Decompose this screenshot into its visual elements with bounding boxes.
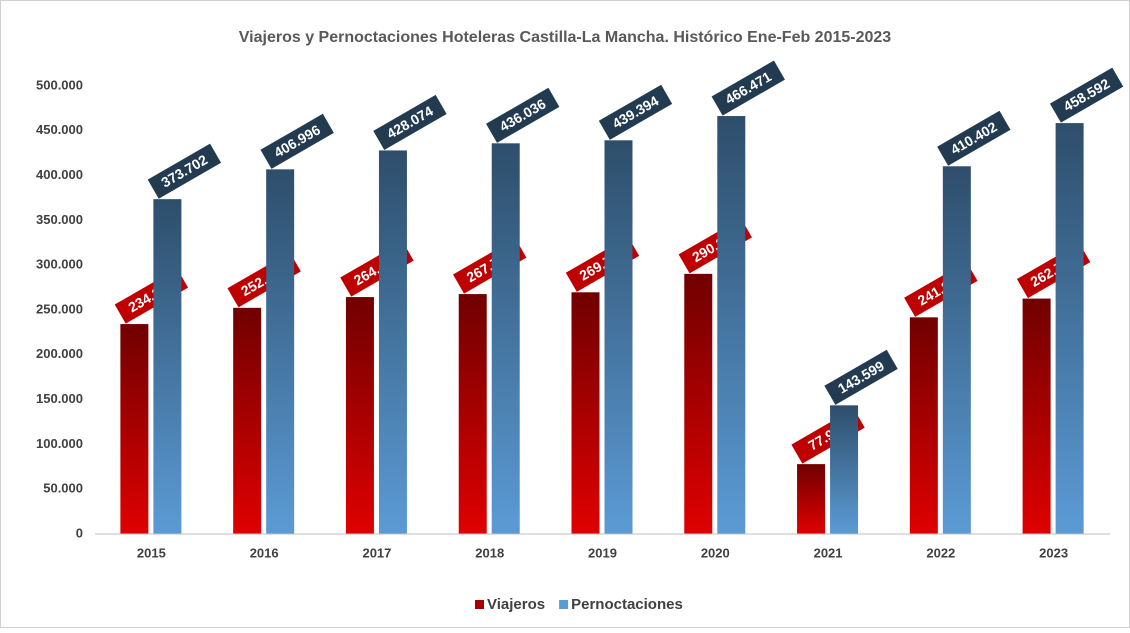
bar bbox=[378, 150, 407, 535]
bar bbox=[345, 297, 374, 534]
data-label-box bbox=[260, 113, 334, 169]
bar bbox=[491, 143, 520, 534]
chart-title: Viajeros y Pernoctaciones Hoteleras Cast… bbox=[239, 29, 892, 46]
bar bbox=[571, 292, 600, 534]
y-tick-label: 350.000 bbox=[36, 212, 83, 227]
bar bbox=[909, 317, 938, 534]
y-tick-label: 500.000 bbox=[36, 77, 83, 92]
legend-label: Viajeros bbox=[487, 596, 545, 613]
data-label-box bbox=[373, 94, 447, 150]
y-tick-label: 150.000 bbox=[36, 391, 83, 406]
bar bbox=[797, 464, 826, 534]
bar bbox=[120, 324, 149, 534]
data-label-box bbox=[824, 349, 898, 405]
bar bbox=[458, 294, 487, 534]
data-label-box bbox=[147, 143, 222, 199]
x-tick-label: 2016 bbox=[250, 545, 279, 560]
bar bbox=[153, 199, 182, 534]
data-label-box bbox=[598, 84, 673, 140]
data-label-box bbox=[711, 60, 785, 116]
y-tick-label: 200.000 bbox=[36, 346, 83, 361]
bar bbox=[604, 140, 633, 534]
bar bbox=[684, 273, 713, 534]
bar bbox=[233, 307, 262, 534]
y-tick-label: 50.000 bbox=[43, 481, 83, 496]
y-tick-label: 450.000 bbox=[36, 122, 83, 137]
bar bbox=[1022, 298, 1051, 534]
legend-swatch bbox=[559, 600, 569, 609]
y-tick-label: 100.000 bbox=[36, 436, 83, 451]
legend-swatch bbox=[475, 600, 484, 609]
x-tick-label: 2020 bbox=[701, 545, 730, 560]
bar bbox=[266, 169, 295, 534]
x-tick-label: 2022 bbox=[926, 545, 955, 560]
x-tick-label: 2021 bbox=[814, 545, 843, 560]
y-tick-label: 250.000 bbox=[36, 301, 83, 316]
data-label-box bbox=[486, 87, 560, 143]
bar bbox=[717, 116, 746, 534]
y-tick-label: 300.000 bbox=[36, 257, 83, 272]
y-tick-label: 0 bbox=[76, 525, 83, 540]
bar bbox=[1055, 123, 1084, 535]
x-tick-label: 2015 bbox=[137, 545, 166, 560]
x-tick-label: 2023 bbox=[1039, 545, 1068, 560]
y-tick-label: 400.000 bbox=[36, 167, 83, 182]
x-tick-label: 2018 bbox=[475, 545, 504, 560]
legend-label: Pernoctaciones bbox=[571, 596, 683, 613]
bar bbox=[942, 166, 971, 535]
x-tick-label: 2019 bbox=[588, 545, 617, 560]
bar bbox=[830, 405, 859, 534]
data-label-box bbox=[937, 110, 1011, 166]
x-tick-label: 2017 bbox=[362, 545, 391, 560]
data-label-box bbox=[1049, 67, 1124, 123]
